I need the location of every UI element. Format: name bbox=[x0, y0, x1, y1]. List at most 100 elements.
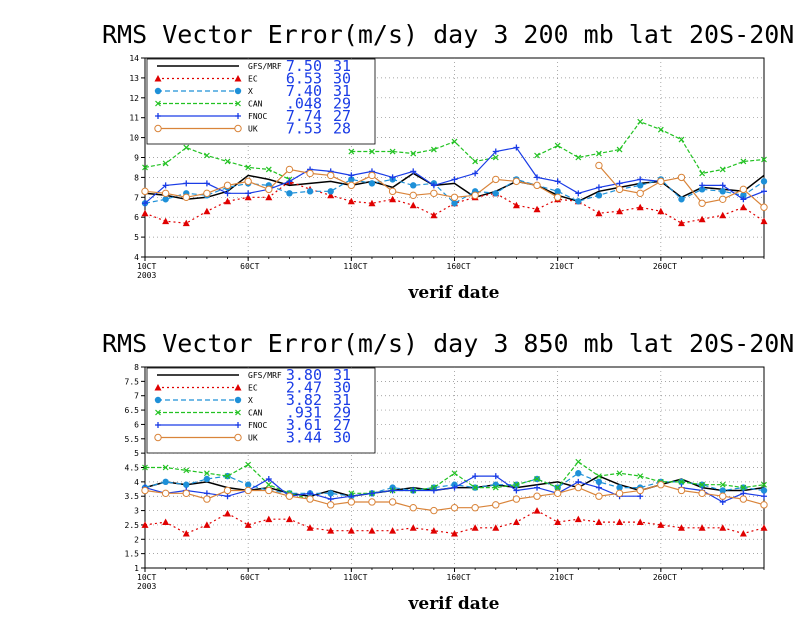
legend-stat-count: 27 bbox=[333, 107, 351, 125]
data-point bbox=[637, 118, 644, 125]
legend-entry-label: X bbox=[248, 396, 253, 405]
data-point bbox=[760, 217, 768, 225]
data-point bbox=[699, 182, 706, 189]
legend-swatch-marker bbox=[154, 75, 162, 82]
legend-stat-count: 31 bbox=[333, 57, 351, 75]
data-point bbox=[534, 152, 540, 159]
data-point bbox=[533, 492, 541, 500]
data-point bbox=[595, 192, 603, 199]
data-point bbox=[451, 200, 458, 207]
data-point bbox=[286, 178, 293, 185]
legend-swatch-marker bbox=[154, 87, 162, 95]
y-tick-label: 11 bbox=[129, 114, 139, 123]
data-point bbox=[430, 487, 437, 494]
data-point bbox=[244, 193, 252, 201]
data-point bbox=[203, 475, 211, 483]
data-point bbox=[306, 524, 314, 531]
data-point bbox=[347, 498, 356, 506]
data-point bbox=[327, 191, 335, 199]
legend-entry-label: FNOC bbox=[248, 112, 267, 121]
data-point bbox=[368, 498, 376, 506]
data-point bbox=[636, 518, 644, 526]
data-point bbox=[760, 487, 768, 494]
series-ec bbox=[141, 507, 768, 537]
legend-swatch-marker bbox=[234, 87, 242, 95]
data-point bbox=[636, 203, 644, 211]
data-point bbox=[410, 150, 417, 157]
legend-stat-mean: 3.44 bbox=[286, 429, 322, 447]
data-point bbox=[472, 473, 479, 480]
x-tick-label: 210CT bbox=[550, 262, 574, 271]
y-tick-label: 7 bbox=[134, 193, 139, 202]
data-point bbox=[183, 180, 190, 187]
legend-entry-label: FNOC bbox=[248, 421, 267, 430]
data-point bbox=[596, 150, 602, 157]
data-point bbox=[244, 177, 252, 186]
data-point bbox=[616, 146, 623, 153]
legend-stat-mean: 2.47 bbox=[286, 379, 322, 397]
data-point bbox=[368, 171, 376, 180]
x-axis-label: verif date bbox=[408, 594, 500, 614]
y-tick-label: 4 bbox=[134, 478, 139, 487]
legend-entry-label: EC bbox=[248, 384, 258, 393]
legend-stat-mean: .048 bbox=[286, 95, 322, 113]
y-tick-label: 2 bbox=[134, 535, 139, 544]
data-point bbox=[761, 481, 767, 488]
legend-swatch-marker bbox=[234, 396, 242, 404]
legend-entry-label: EC bbox=[248, 75, 258, 84]
data-point bbox=[492, 154, 499, 161]
data-point bbox=[760, 524, 768, 531]
data-point bbox=[451, 138, 458, 145]
legend-entry-label: UK bbox=[248, 125, 258, 134]
legend-swatch-marker bbox=[235, 409, 241, 416]
data-point bbox=[409, 201, 417, 209]
data-point bbox=[285, 492, 294, 500]
data-point bbox=[285, 515, 293, 523]
data-point bbox=[513, 487, 520, 494]
data-point bbox=[141, 486, 149, 495]
y-tick-label: 5.5 bbox=[125, 435, 140, 444]
data-point bbox=[306, 495, 314, 503]
data-point bbox=[142, 464, 148, 471]
data-point bbox=[471, 191, 479, 200]
data-point bbox=[327, 501, 335, 509]
data-point bbox=[719, 481, 726, 488]
legend-stat-count: 30 bbox=[333, 429, 351, 447]
data-point bbox=[306, 169, 314, 178]
data-point bbox=[430, 527, 438, 534]
data-point bbox=[265, 486, 273, 495]
data-point bbox=[512, 201, 520, 209]
y-tick-label: 4.5 bbox=[125, 464, 140, 473]
data-point bbox=[554, 178, 561, 185]
data-point bbox=[677, 486, 686, 495]
y-tick-label: 14 bbox=[129, 54, 139, 63]
data-point bbox=[760, 203, 768, 211]
data-point bbox=[698, 199, 706, 207]
data-point bbox=[657, 207, 665, 215]
data-point bbox=[451, 176, 458, 183]
data-point bbox=[451, 484, 458, 491]
data-point bbox=[595, 209, 603, 217]
data-point bbox=[657, 177, 665, 186]
data-point bbox=[142, 200, 148, 207]
data-point bbox=[327, 490, 334, 497]
data-point bbox=[678, 196, 685, 203]
data-point bbox=[719, 487, 726, 494]
data-point bbox=[699, 481, 706, 488]
data-point bbox=[347, 197, 355, 205]
data-point bbox=[182, 530, 190, 537]
legend-stat-mean: 3.80 bbox=[286, 366, 322, 384]
legend-swatch-marker bbox=[155, 100, 161, 107]
data-point bbox=[492, 190, 499, 197]
legend-stat-count: 29 bbox=[333, 404, 351, 422]
data-point bbox=[162, 196, 169, 203]
y-tick-label: 4 bbox=[134, 253, 139, 262]
data-point bbox=[389, 174, 396, 181]
chart-panel-200mb: RMS Vector Error(m/s) day 3 200 mb lat 2… bbox=[102, 20, 794, 303]
x-tick-label: 160CT bbox=[447, 573, 471, 582]
y-tick-label: 7 bbox=[134, 392, 139, 401]
data-point bbox=[677, 524, 685, 531]
data-point bbox=[513, 481, 520, 488]
data-point bbox=[575, 190, 582, 197]
data-point bbox=[553, 193, 562, 202]
